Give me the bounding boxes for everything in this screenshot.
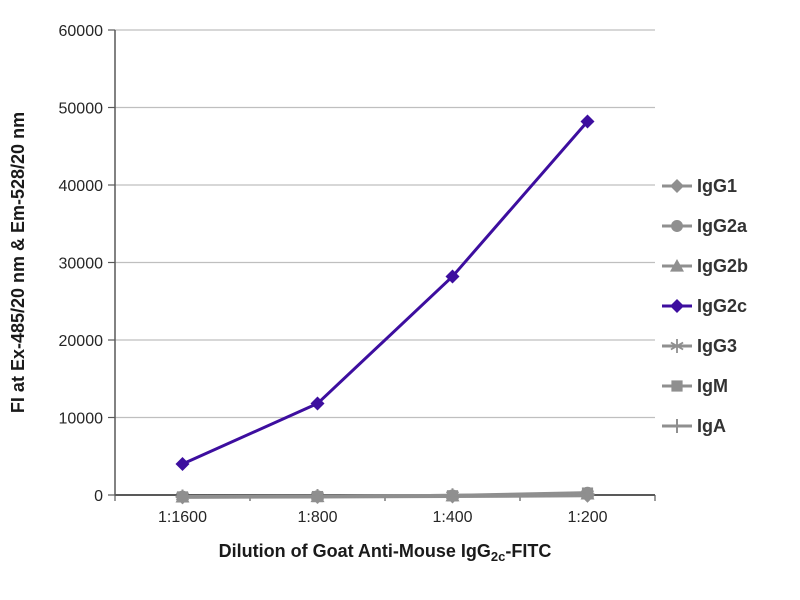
series-line-IgA [182,492,588,499]
legend-item-IgG1: IgG1 [662,176,737,196]
y-tick-label: 50000 [59,101,104,118]
series-line-IgG2c [181,120,589,466]
data-point-marker [670,299,684,313]
x-tick-label: 1:400 [432,509,472,526]
data-point-marker [580,487,595,502]
legend-item-IgG3: IgG3 [662,336,737,356]
y-tick-label: 10000 [59,411,104,428]
data-point-marker [671,220,683,232]
data-point-marker [445,269,460,284]
legend-label: IgG3 [697,336,737,356]
data-point-marker [310,489,325,504]
x-tick-label: 1:800 [297,509,337,526]
y-tick-label: 40000 [59,178,104,195]
y-tick-label: 20000 [59,333,104,350]
data-point-marker [175,457,190,471]
legend-label: IgG2a [697,216,748,236]
data-point-marker [580,114,595,129]
data-point-marker [671,380,683,392]
legend-label: IgG2b [697,256,748,276]
x-axis-title: Dilution of Goat Anti-Mouse IgG2c-FITC [219,541,552,564]
x-tick-label: 1:1600 [158,509,207,526]
y-tick-label: 60000 [59,23,104,40]
legend-label: IgG2c [697,296,747,316]
y-tick-label: 0 [94,488,103,505]
legend-item-IgG2c: IgG2c [662,296,747,316]
legend-label: IgG1 [697,176,737,196]
data-point-marker [310,396,325,411]
legend-label: IgA [697,416,726,436]
data-point-marker [670,419,684,433]
data-point-marker [670,179,684,193]
legend-item-IgM: IgM [662,376,728,396]
legend-label: IgM [697,376,728,396]
legend-item-IgA: IgA [662,416,726,436]
data-point-marker [445,488,460,503]
data-point-marker [670,259,684,272]
y-axis-title: FI at Ex-485/20 nm & Em-528/20 nm [8,112,28,413]
data-point-marker [175,489,190,504]
data-point-marker [670,339,684,353]
y-tick-label: 30000 [59,256,104,273]
legend-item-IgG2a: IgG2a [662,216,748,236]
x-tick-label: 1:200 [567,509,607,526]
legend-item-IgG2b: IgG2b [662,256,748,276]
